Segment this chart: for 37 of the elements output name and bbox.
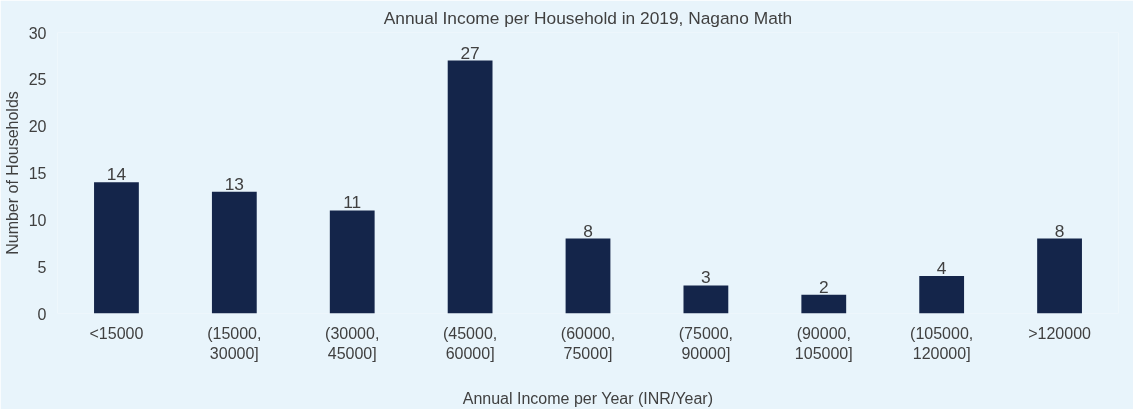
x-axis-title: Annual Income per Year (INR/Year) (462, 389, 713, 407)
y-tick-label: 10 (28, 211, 47, 229)
bar (94, 182, 139, 314)
bar (1037, 238, 1082, 314)
data-label: 27 (460, 42, 480, 63)
x-tick-label: (105000, 120000] (910, 324, 974, 362)
y-tick-label: 5 (37, 258, 47, 276)
x-tick-label: (60000, 75000] (560, 324, 616, 362)
data-label: 2 (818, 276, 829, 297)
bar (447, 60, 493, 314)
y-tick-label: 30 (28, 24, 47, 42)
bar (565, 238, 611, 314)
data-label: 8 (583, 220, 593, 241)
bar (211, 191, 257, 314)
y-tick-label: 0 (37, 305, 47, 323)
chart-title: Annual Income per Household in 2019, Nagano Math (383, 7, 793, 28)
data-label: 13 (224, 173, 244, 194)
data-label: 14 (106, 164, 127, 185)
x-tick-label: (75000, 90000] (678, 324, 734, 362)
data-label: 8 (1054, 220, 1065, 241)
x-tick-label: >120000 (1028, 324, 1092, 342)
x-tick-label: (15000, 30000] (207, 324, 262, 362)
y-axis-title: Number of Households (3, 91, 21, 255)
bar (919, 276, 965, 314)
x-tick-label: (45000, 60000] (442, 324, 498, 362)
bar (683, 285, 729, 314)
y-tick-label: 20 (28, 118, 47, 136)
data-label: 3 (701, 267, 711, 288)
bar (801, 294, 847, 314)
data-label: 4 (936, 258, 947, 279)
x-tick-label: (90000, 105000] (794, 324, 853, 362)
data-label: 11 (343, 192, 362, 213)
x-tick-label: (30000, 45000] (325, 324, 380, 362)
x-tick-label: <15000 (89, 324, 144, 342)
bar (329, 210, 375, 314)
y-tick-label: 15 (28, 165, 47, 182)
y-tick-label: 25 (28, 71, 47, 89)
